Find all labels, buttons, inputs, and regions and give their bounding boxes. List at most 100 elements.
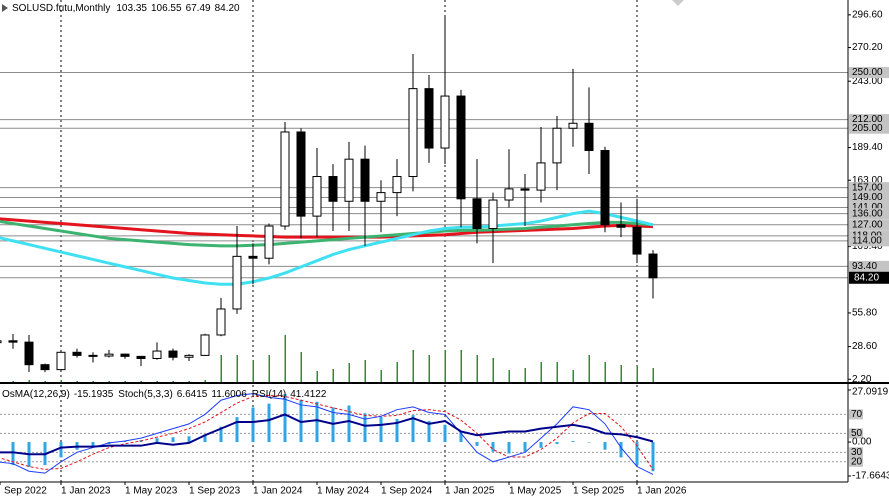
level-label: 136.00 [852, 208, 883, 219]
y2-tick-label: 27.0919 [852, 387, 889, 398]
indicator-level-bg [849, 447, 863, 458]
candle-body [536, 162, 546, 191]
level-label-bg [849, 208, 889, 220]
y-tick-label: 2.20 [852, 374, 872, 385]
candle-body [520, 188, 530, 191]
candle-body [648, 253, 658, 279]
osma-bar [283, 394, 287, 443]
x-tick-label: 1 Sep 2024 [381, 486, 433, 497]
volume-bar [652, 368, 654, 382]
rsi-value: 41.4122 [290, 389, 327, 400]
osma-bar [427, 420, 431, 443]
candle-body [8, 340, 18, 343]
volume-bar [236, 355, 238, 382]
candle-body [424, 88, 434, 149]
price-label-bg [849, 271, 889, 284]
indicator-signal-line [0, 394, 654, 471]
x-tick-label: 1 Jan 2023 [61, 486, 111, 497]
candle-body [568, 122, 578, 129]
x-tick-label: 1 May 2024 [317, 486, 370, 497]
indicator-level-bg [849, 456, 863, 467]
volume-bar [476, 355, 478, 382]
x-tick-label: 1 Jan 2025 [445, 486, 495, 497]
candle-body [216, 308, 226, 336]
osma-bar [555, 442, 559, 444]
y-tick-label: 70 [851, 409, 863, 420]
x-tick-label: 1 Sep 2025 [573, 486, 625, 497]
volume-bar [284, 335, 286, 382]
volume-bar [188, 381, 190, 382]
candle-body [184, 354, 194, 358]
volume-bar [156, 381, 158, 382]
candle-body [472, 198, 482, 230]
y2-tick-label: -17.6643 [852, 471, 889, 482]
y-tick-label: 243.00 [852, 76, 883, 87]
osma-bar [539, 442, 543, 448]
price-label: 84.20 [854, 272, 879, 283]
osma-bar [315, 401, 319, 443]
candle-body [296, 131, 306, 217]
volume-bar [316, 371, 318, 382]
level-label: 157.00 [852, 182, 883, 193]
candle-body [376, 192, 386, 202]
osma-bar [347, 405, 351, 443]
candle-body [600, 150, 610, 226]
indicator-header-text: OsMA(12,26,9) -15.1935 Stoch(5,3,3) 6.6415 1… [2, 389, 327, 400]
volume-bar [588, 355, 590, 382]
osma-bar [155, 438, 159, 443]
close-label: 84.20 [215, 3, 240, 14]
level-label: 93.40 [852, 261, 877, 272]
volume-bar [108, 381, 110, 382]
osma-bar [459, 432, 463, 443]
volume-bar [572, 370, 574, 382]
indicator-header: OsMA(12,26,9) -15.1935 Stoch(5,3,3) 6.6415 1… [2, 389, 327, 400]
osma-name: OsMA(12,26,9) [2, 389, 70, 400]
candle-body [168, 350, 178, 358]
y-tick-label: 30 [851, 447, 863, 458]
osma-bar [523, 442, 527, 452]
osma-bar [571, 441, 575, 443]
volume-bar [412, 350, 414, 382]
volume-bar [220, 355, 222, 382]
open-label: 103.35 [116, 3, 147, 14]
volume-bar [604, 362, 606, 382]
x-tick-label: 1 May 2025 [509, 486, 562, 497]
osma-bar [235, 417, 239, 443]
candle-body [248, 255, 258, 259]
candle-body [88, 354, 98, 357]
osma-bar [507, 442, 511, 454]
indicator-level-bg [849, 409, 863, 420]
x-tick-label: 1 Sep 2023 [189, 486, 241, 497]
osma-bar [619, 442, 623, 458]
volume-bar [28, 380, 30, 382]
y-tick-label: 55.80 [852, 308, 877, 319]
level-label: 205.00 [852, 123, 883, 134]
rsi-name: RSI(14) [252, 389, 286, 400]
level-label: 141.00 [852, 202, 883, 213]
candle-body [616, 224, 626, 228]
candle-body [280, 131, 290, 227]
y-tick-label: 109.40 [852, 241, 883, 252]
level-label-bg [849, 260, 889, 272]
scroll-marker [672, 0, 684, 6]
candle-body [24, 341, 34, 366]
osma-bar [491, 442, 495, 452]
level-label-bg [849, 235, 889, 247]
y-tick-label: 189.40 [852, 142, 883, 153]
volume-bar [508, 370, 510, 382]
indicator-line [0, 393, 654, 475]
osma-bar [251, 407, 255, 443]
level-label-bg [849, 114, 889, 126]
osma-value: -15.1935 [74, 389, 114, 400]
volume-bar [492, 358, 494, 382]
candle-body [0, 340, 2, 344]
candle-body [584, 122, 594, 152]
y-tick-label: 50 [851, 428, 863, 439]
stoch-name: Stoch(5,3,3) [118, 389, 172, 400]
low-label: 67.49 [186, 3, 211, 14]
y-tick-label: 28.60 [852, 341, 877, 352]
indicator-level-bg [849, 428, 863, 439]
volume-bar [44, 381, 46, 382]
